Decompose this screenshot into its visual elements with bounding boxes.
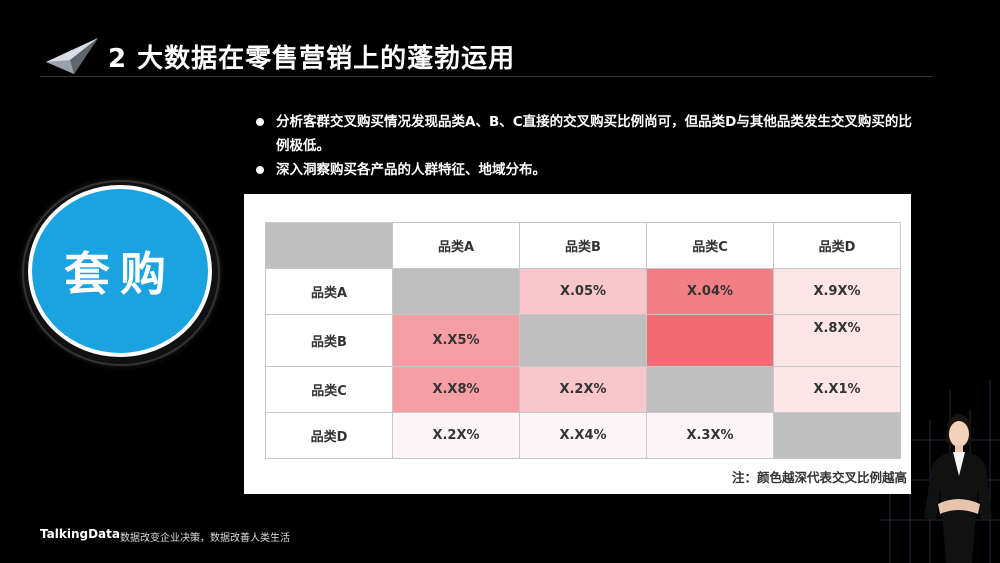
table-row: 品类B X.X5% X.8X% xyxy=(265,314,901,367)
brand-slogan: 数据改变企业决策，数据改善人类生活 xyxy=(120,533,290,544)
matrix-cell: X.X4% xyxy=(519,412,647,459)
matrix-cell: X.X8% xyxy=(392,366,520,413)
cross-purchase-panel: 品类A 品类B 品类C 品类D 品类A X.05% X.04% X.9X% 品类… xyxy=(244,194,911,494)
column-header: 品类B xyxy=(519,222,647,269)
matrix-cell: X.8X% xyxy=(773,314,901,367)
matrix-cell: X.2X% xyxy=(519,366,647,413)
table-row: 品类C X.X8% X.2X% X.X1% xyxy=(265,366,901,413)
badge-label: 套购 xyxy=(64,247,176,301)
row-header: 品类D xyxy=(265,412,393,459)
bullet-item: 深入洞察购买各产品的人群特征、地域分布。 xyxy=(252,158,912,182)
matrix-cell: X.X5% xyxy=(392,314,520,367)
badge-circle: 套购 xyxy=(28,185,212,357)
column-header: 品类D xyxy=(773,222,901,269)
row-header: 品类A xyxy=(265,268,393,315)
matrix-cell: X.2X% xyxy=(392,412,520,459)
cross-purchase-matrix: 品类A 品类B 品类C 品类D 品类A X.05% X.04% X.9X% 品类… xyxy=(265,222,901,459)
brand-logo-text: TalkingData xyxy=(40,527,120,541)
bullet-item: 分析客群交叉购买情况发现品类A、B、C直接的交叉购买比例尚可，但品类D与其他品类… xyxy=(252,110,912,158)
color-legend-note: 注：颜色越深代表交叉比例越高 xyxy=(731,470,907,485)
column-header: 品类C xyxy=(646,222,774,269)
paper-plane-logo-icon xyxy=(46,38,98,74)
table-header-row: 品类A 品类B 品类C 品类D xyxy=(265,222,901,269)
matrix-cell: X.04% xyxy=(646,268,774,315)
matrix-cell: X.X1% xyxy=(773,366,901,413)
table-row: 品类A X.05% X.04% X.9X% xyxy=(265,268,901,315)
page-title: 2 大数据在零售营销上的蓬勃运用 xyxy=(108,44,516,74)
matrix-cell xyxy=(773,412,901,459)
matrix-cell xyxy=(646,314,774,367)
table-corner-cell xyxy=(265,222,393,269)
presenter-figure-icon xyxy=(924,414,992,563)
row-header: 品类C xyxy=(265,366,393,413)
matrix-cell xyxy=(519,314,647,367)
matrix-cell xyxy=(392,268,520,315)
row-header: 品类B xyxy=(265,314,393,367)
title-divider xyxy=(40,76,932,77)
bullet-list: 分析客群交叉购买情况发现品类A、B、C直接的交叉购买比例尚可，但品类D与其他品类… xyxy=(252,110,912,182)
matrix-cell xyxy=(646,366,774,413)
table-row: 品类D X.2X% X.X4% X.3X% xyxy=(265,412,901,459)
matrix-cell: X.3X% xyxy=(646,412,774,459)
matrix-cell: X.05% xyxy=(519,268,647,315)
matrix-cell: X.9X% xyxy=(773,268,901,315)
column-header: 品类A xyxy=(392,222,520,269)
